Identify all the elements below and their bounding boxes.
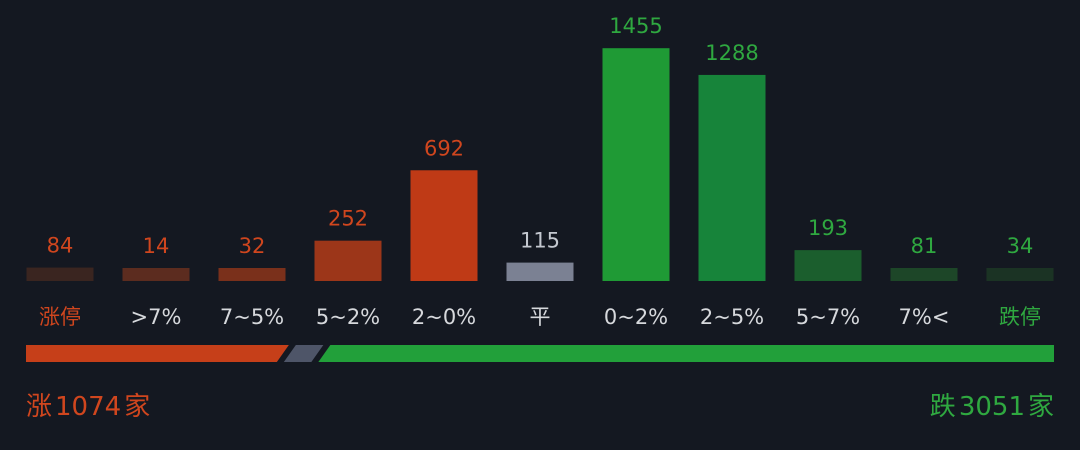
bar [218,268,286,281]
value-label: 14 [143,234,170,258]
value-label: 252 [328,207,368,231]
summary-prefix: 涨 [26,392,52,422]
value-label: 1288 [705,41,758,65]
bar [986,268,1054,281]
flat-share [283,345,324,362]
up-summary: 涨 1074 家 [26,392,150,422]
bar [794,250,862,281]
summary-count: 1074 [55,392,121,422]
down-summary: 跌 3051 家 [930,392,1054,422]
value-label: 84 [47,234,74,258]
summary-count: 3051 [959,392,1025,422]
value-label: 115 [520,229,560,253]
category-label: 7%< [899,305,950,329]
up-share [26,345,289,362]
value-label: 81 [911,234,938,258]
category-label: 5~2% [316,305,380,329]
category-label: 2~5% [700,305,764,329]
category-label: 0~2% [604,305,668,329]
category-label: >7% [131,305,182,329]
value-label: 34 [1007,234,1034,258]
bar [602,48,670,282]
bar [890,268,958,281]
category-label: 涨停 [39,305,81,329]
summary-suffix: 家 [1028,392,1054,422]
summary-suffix: 家 [124,392,150,422]
summary-prefix: 跌 [930,392,956,422]
bar [698,74,766,281]
bar [26,267,94,281]
value-label: 692 [424,136,464,160]
bar [314,240,382,281]
category-label: 7~5% [220,305,284,329]
bar [506,262,574,281]
value-label: 32 [239,234,266,258]
category-label: 2~0% [412,305,476,329]
category-label: 平 [530,305,551,329]
down-share [318,345,1054,362]
bar [410,170,478,281]
category-label: 5~7% [796,305,860,329]
bar [122,268,190,281]
category-label: 跌停 [999,305,1041,329]
value-label: 193 [808,216,848,240]
value-label: 1455 [609,14,662,38]
